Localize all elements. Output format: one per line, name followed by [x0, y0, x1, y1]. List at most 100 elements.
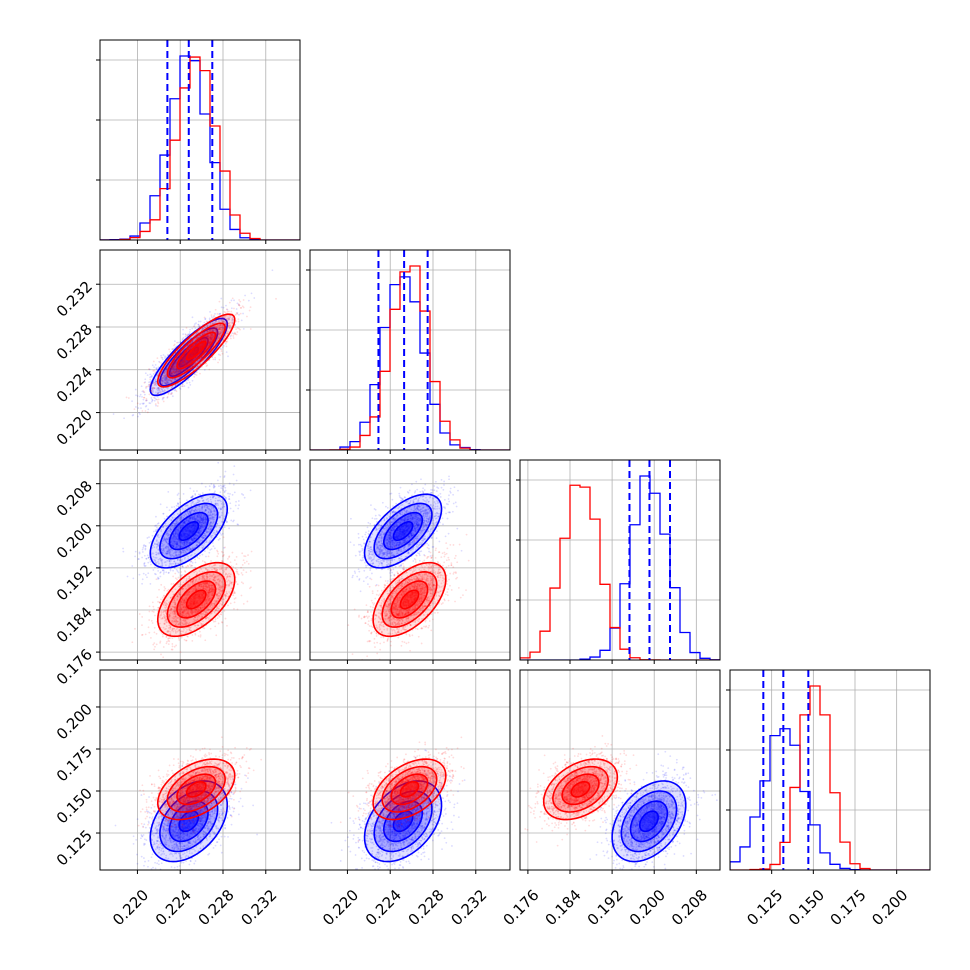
scatter-point: [174, 362, 177, 365]
scatter-point: [207, 334, 210, 337]
scatter-point: [185, 363, 188, 366]
scatter-point: [220, 348, 223, 351]
scatter-point: [203, 332, 206, 334]
scatter-point: [143, 565, 146, 568]
scatter-point: [194, 362, 197, 364]
scatter-point: [218, 328, 220, 330]
scatter-point: [218, 341, 221, 344]
scatter-point: [161, 390, 164, 392]
scatter-point: [203, 542, 206, 545]
scatter-point: [218, 326, 221, 329]
scatter-point: [223, 526, 226, 529]
scatter-point: [207, 337, 210, 340]
scatter-point: [188, 360, 191, 362]
scatter-point: [174, 346, 177, 349]
scatter-point: [159, 390, 162, 393]
scatter-point: [206, 339, 209, 342]
scatter-point: [154, 572, 156, 575]
scatter-point: [195, 348, 198, 351]
scatter-point: [193, 352, 196, 355]
scatter-point: [165, 537, 168, 540]
scatter-point: [215, 327, 217, 330]
scatter-point: [196, 350, 199, 353]
scatter-point: [191, 351, 194, 354]
scatter-point: [170, 372, 173, 375]
scatter-point: [156, 526, 158, 529]
scatter-point: [136, 402, 139, 405]
scatter-point: [225, 315, 228, 318]
scatter-point: [145, 387, 147, 389]
scatter-point: [154, 363, 157, 366]
scatter-point: [232, 332, 235, 335]
scatter-point: [182, 360, 185, 363]
scatter-point: [233, 465, 236, 468]
scatter-point: [191, 346, 194, 349]
scatter-point: [207, 329, 210, 331]
scatter-point: [186, 362, 188, 365]
scatter-point: [175, 538, 178, 541]
scatter-point: [211, 333, 213, 335]
scatter-point: [164, 376, 167, 379]
panel-2-0: [100, 460, 300, 660]
scatter-point: [182, 356, 185, 359]
scatter-point: [156, 398, 159, 401]
scatter-point: [186, 351, 189, 354]
scatter-point: [177, 373, 180, 376]
scatter-point: [165, 368, 168, 371]
scatter-point: [173, 372, 176, 374]
scatter-point: [220, 317, 223, 320]
scatter-point: [218, 300, 221, 303]
scatter-point: [189, 347, 192, 350]
scatter-point: [172, 366, 174, 369]
scatter-point: [221, 320, 224, 323]
scatter-point: [195, 351, 198, 353]
scatter-point: [212, 327, 215, 330]
scatter-point: [206, 335, 209, 338]
scatter-point: [226, 310, 229, 313]
scatter-point: [189, 354, 192, 357]
scatter-point: [214, 319, 217, 322]
scatter-point: [206, 324, 209, 326]
scatter-point: [174, 384, 177, 387]
scatter-point: [184, 363, 186, 366]
scatter-point: [181, 363, 184, 366]
scatter-point: [166, 390, 169, 393]
scatter-point: [201, 346, 204, 348]
scatter-point: [200, 517, 203, 520]
scatter-point: [228, 325, 231, 328]
scatter-point: [165, 369, 168, 372]
scatter-point: [199, 346, 201, 349]
scatter-point: [228, 324, 231, 327]
scatter-point: [211, 334, 214, 337]
scatter-point: [166, 396, 169, 399]
scatter-point: [226, 317, 229, 320]
scatter-point: [188, 361, 190, 363]
scatter-point: [173, 344, 175, 347]
scatter-point: [207, 324, 210, 327]
scatter-point: [218, 326, 221, 329]
scatter-point: [204, 359, 206, 361]
scatter-point: [218, 358, 221, 361]
scatter-point: [189, 337, 192, 340]
scatter-point: [195, 349, 198, 351]
scatter-point: [232, 510, 235, 513]
scatter-point: [193, 352, 196, 355]
scatter-point: [207, 339, 210, 342]
scatter-point: [192, 539, 195, 541]
scatter-point: [174, 369, 176, 371]
scatter-point: [206, 344, 209, 347]
scatter-point: [164, 355, 166, 358]
scatter-point: [144, 548, 147, 551]
scatter-point: [183, 557, 186, 560]
scatter-point: [229, 492, 231, 495]
scatter-point: [201, 338, 204, 341]
scatter-point: [234, 324, 237, 326]
scatter-point: [170, 366, 173, 369]
scatter-point: [150, 384, 153, 387]
scatter-point: [222, 328, 225, 331]
scatter-point: [171, 365, 174, 368]
scatter-point: [211, 338, 214, 341]
scatter-point: [157, 386, 160, 389]
scatter-point: [216, 329, 218, 332]
scatter-point: [220, 533, 223, 536]
